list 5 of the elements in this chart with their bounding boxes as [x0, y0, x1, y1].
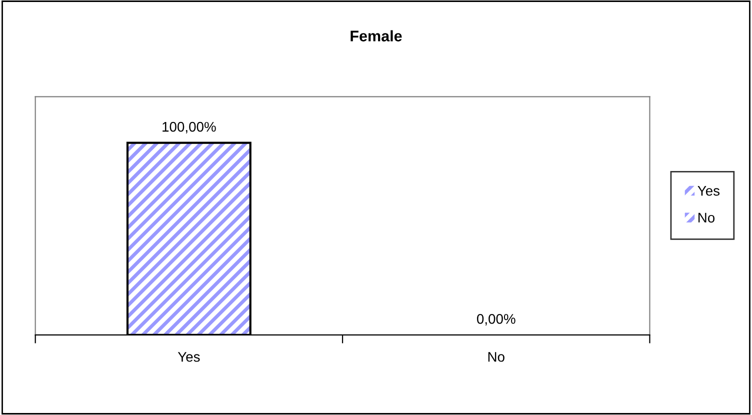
data-label: 100,00% — [162, 122, 216, 134]
chart-title: Female — [350, 30, 402, 42]
legend-label: Yes — [698, 186, 720, 196]
legend-label: No — [698, 212, 715, 223]
data-label: 0,00% — [476, 314, 516, 326]
